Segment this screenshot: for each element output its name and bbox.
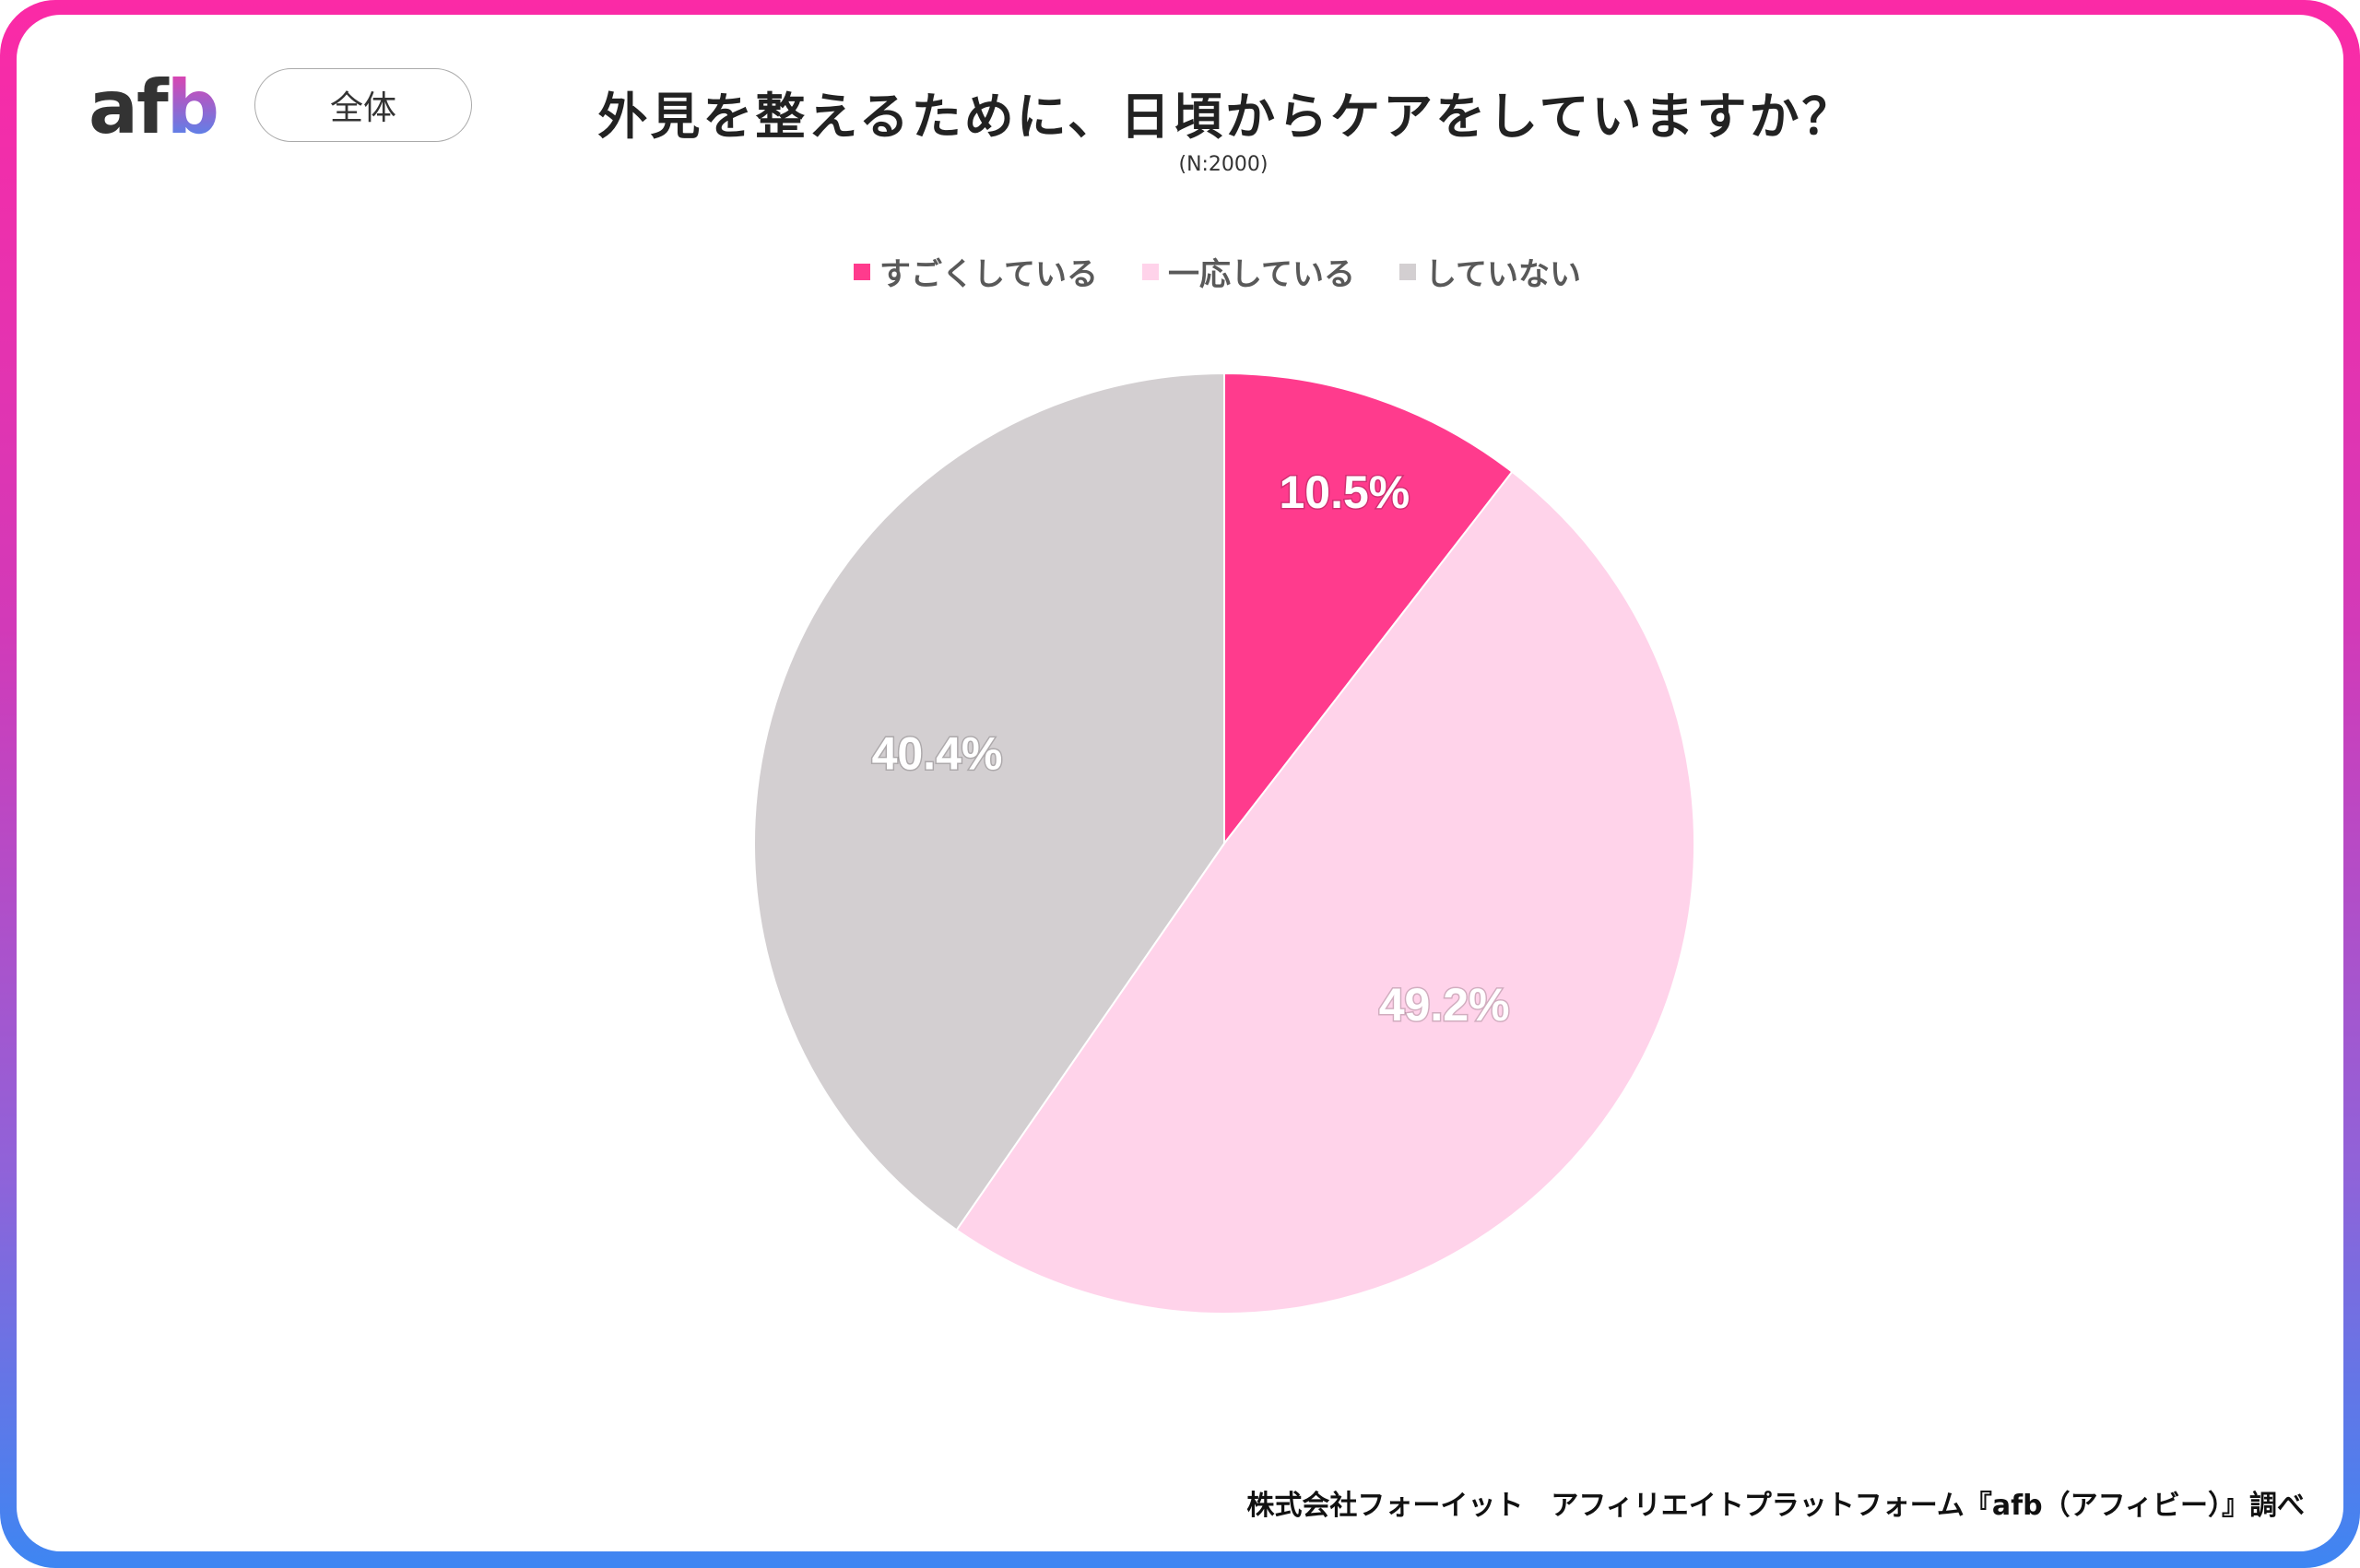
legend-swatch — [854, 263, 870, 280]
afb-logo: afb — [88, 65, 219, 150]
source-credit: 株式会社フォーイット アフィリエイトプラットフォーム『afb（アフィビー）』調べ — [1246, 1490, 2305, 1522]
legend-item: していない — [1398, 249, 1581, 294]
legend-label: すごくしている — [879, 256, 1098, 293]
pie-slice — [753, 371, 1225, 1232]
chart-title: 外見を整えるために、日頃からケアをしていますか？ — [597, 88, 1855, 146]
legend-label: 一応している — [1167, 256, 1355, 293]
legend-item: 一応している — [1141, 249, 1355, 294]
legend: すごくしている 一応している していない — [854, 249, 1581, 294]
legend-swatch — [1398, 263, 1416, 280]
legend-swatch — [1141, 263, 1159, 280]
pie-slice — [1223, 371, 1514, 846]
data-label: 49.2% — [1379, 979, 1510, 1031]
chart-subtitle: (N:2000) — [1178, 153, 1268, 176]
segment-badge: 全体 — [254, 68, 472, 142]
data-label: 40.4% — [872, 728, 1003, 780]
logo-text: af — [88, 65, 169, 150]
legend-item: すごくしている — [854, 249, 1098, 294]
legend-label: していない — [1424, 256, 1581, 293]
pie-slice — [955, 470, 1696, 1315]
data-label: 10.5% — [1279, 466, 1410, 518]
logo-b: b — [166, 65, 219, 150]
